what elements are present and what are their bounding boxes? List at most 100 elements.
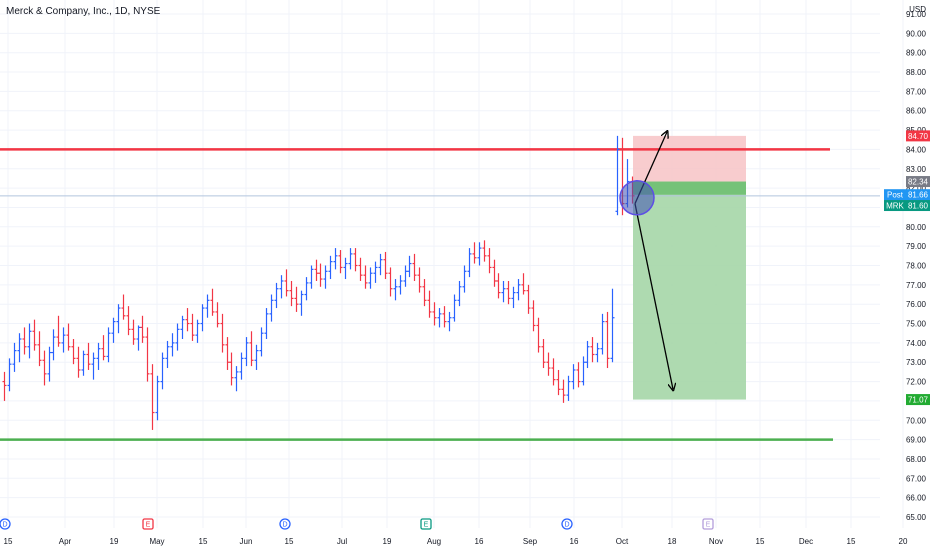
ohlc-bar[interactable] — [442, 306, 447, 328]
ohlc-bar[interactable] — [511, 286, 516, 309]
ohlc-bar[interactable] — [37, 331, 42, 367]
ohlc-bar[interactable] — [447, 311, 452, 332]
ohlc-bar[interactable] — [605, 311, 610, 369]
ohlc-bar[interactable] — [7, 358, 12, 392]
ohlc-bar[interactable] — [66, 323, 71, 351]
ohlc-bar[interactable] — [314, 259, 319, 281]
ohlc-bar[interactable] — [160, 352, 165, 390]
ohlc-bar[interactable] — [536, 317, 541, 353]
ohlc-bar[interactable] — [373, 261, 378, 283]
ohlc-bar[interactable] — [165, 340, 170, 369]
ohlc-bar[interactable] — [205, 294, 210, 318]
ohlc-bar[interactable] — [388, 267, 393, 297]
ohlc-bar[interactable] — [363, 265, 368, 289]
ohlc-bar[interactable] — [145, 327, 150, 382]
earnings-marker[interactable]: E — [420, 518, 432, 530]
ohlc-bar[interactable] — [61, 327, 66, 353]
ohlc-bar[interactable] — [526, 284, 531, 314]
ohlc-bar[interactable] — [482, 240, 487, 262]
symbol-title[interactable]: Merck & Company, Inc., 1D, NYSE — [6, 6, 161, 17]
ohlc-bar[interactable] — [96, 342, 101, 370]
ohlc-bar[interactable] — [492, 259, 497, 287]
ohlc-bar[interactable] — [358, 257, 363, 281]
ohlc-bar[interactable] — [106, 327, 111, 363]
horizontal-lines[interactable] — [0, 148, 880, 441]
ohlc-bar[interactable] — [249, 331, 254, 367]
ohlc-bar[interactable] — [210, 288, 215, 316]
ohlc-bar[interactable] — [383, 251, 388, 280]
ohlc-bar[interactable] — [427, 290, 432, 318]
ohlc-bar[interactable] — [32, 319, 37, 351]
ohlc-bar[interactable] — [254, 344, 259, 370]
ohlc-bar[interactable] — [333, 248, 338, 270]
ohlc-bar[interactable] — [131, 319, 136, 345]
ohlc-bar[interactable] — [338, 250, 343, 274]
ohlc-bar[interactable] — [126, 306, 131, 336]
ohlc-bar[interactable] — [343, 257, 348, 280]
ohlc-bar[interactable] — [531, 300, 536, 332]
ohlc-bar[interactable] — [521, 273, 526, 295]
ohlc-bar[interactable] — [516, 279, 521, 301]
currency-label[interactable]: USD — [909, 5, 926, 14]
ohlc-bar[interactable] — [47, 346, 52, 382]
ohlc-bar[interactable] — [551, 358, 556, 386]
ohlc-bar[interactable] — [467, 248, 472, 278]
ohlc-bar[interactable] — [323, 265, 328, 289]
ohlc-bar[interactable] — [304, 277, 309, 301]
ohlc-bar[interactable] — [585, 340, 590, 369]
ohlc-bar[interactable] — [220, 313, 225, 353]
ohlc-bar[interactable] — [86, 342, 91, 370]
ohlc-bar[interactable] — [225, 337, 230, 370]
ohlc-bar[interactable] — [91, 352, 96, 380]
ohlc-bar[interactable] — [541, 339, 546, 369]
ohlc-bar[interactable] — [121, 294, 126, 320]
ohlc-bar[interactable] — [610, 288, 615, 363]
ohlc-bars[interactable] — [2, 135, 635, 430]
ohlc-bar[interactable] — [348, 248, 353, 270]
ohlc-bar[interactable] — [51, 329, 56, 361]
ohlc-bar[interactable] — [368, 267, 373, 289]
ohlc-bar[interactable] — [289, 280, 294, 307]
ohlc-bar[interactable] — [185, 308, 190, 332]
ohlc-bar[interactable] — [116, 304, 121, 334]
ohlc-bar[interactable] — [2, 371, 7, 401]
ohlc-bar[interactable] — [200, 304, 205, 332]
ohlc-bar[interactable] — [546, 352, 551, 376]
ohlc-bar[interactable] — [581, 356, 586, 386]
down-arrow[interactable] — [634, 203, 673, 390]
dividend-marker[interactable]: D — [0, 518, 11, 530]
ohlc-bar[interactable] — [259, 327, 264, 357]
ohlc-bar[interactable] — [561, 379, 566, 403]
ohlc-bar[interactable] — [501, 280, 506, 303]
dividend-marker[interactable]: D — [561, 518, 573, 530]
ohlc-bar[interactable] — [180, 315, 185, 340]
ohlc-bar[interactable] — [155, 375, 160, 421]
ohlc-bar[interactable] — [393, 279, 398, 301]
ohlc-bar[interactable] — [309, 265, 314, 289]
ohlc-bar[interactable] — [269, 294, 274, 322]
ohlc-bar[interactable] — [274, 282, 279, 309]
position-stop-zone[interactable] — [633, 135, 746, 182]
ohlc-bar[interactable] — [140, 315, 145, 343]
ohlc-bar[interactable] — [378, 253, 383, 276]
ohlc-bar[interactable] — [244, 337, 249, 367]
ohlc-bar[interactable] — [71, 339, 76, 365]
dividend-marker[interactable]: D — [279, 518, 291, 530]
ohlc-bar[interactable] — [556, 369, 561, 396]
highlight-circle[interactable] — [619, 180, 655, 216]
ohlc-bar[interactable] — [412, 253, 417, 281]
ohlc-bar[interactable] — [190, 313, 195, 341]
ohlc-bar[interactable] — [472, 242, 477, 264]
time-axis[interactable]: 15 Apr 19 May 15 Jun 15 Jul 19 Aug 16 Sep 16 Oct 18 Nov… — [4, 537, 908, 546]
earnings-marker[interactable]: E — [702, 518, 714, 530]
ohlc-bar[interactable] — [318, 263, 323, 287]
drawings[interactable] — [619, 132, 673, 390]
ohlc-bar[interactable] — [452, 294, 457, 322]
ohlc-bar[interactable] — [56, 315, 61, 347]
position-entry-band[interactable] — [633, 181, 746, 195]
ohlc-bar[interactable] — [462, 265, 467, 293]
ohlc-bar[interactable] — [398, 275, 403, 295]
